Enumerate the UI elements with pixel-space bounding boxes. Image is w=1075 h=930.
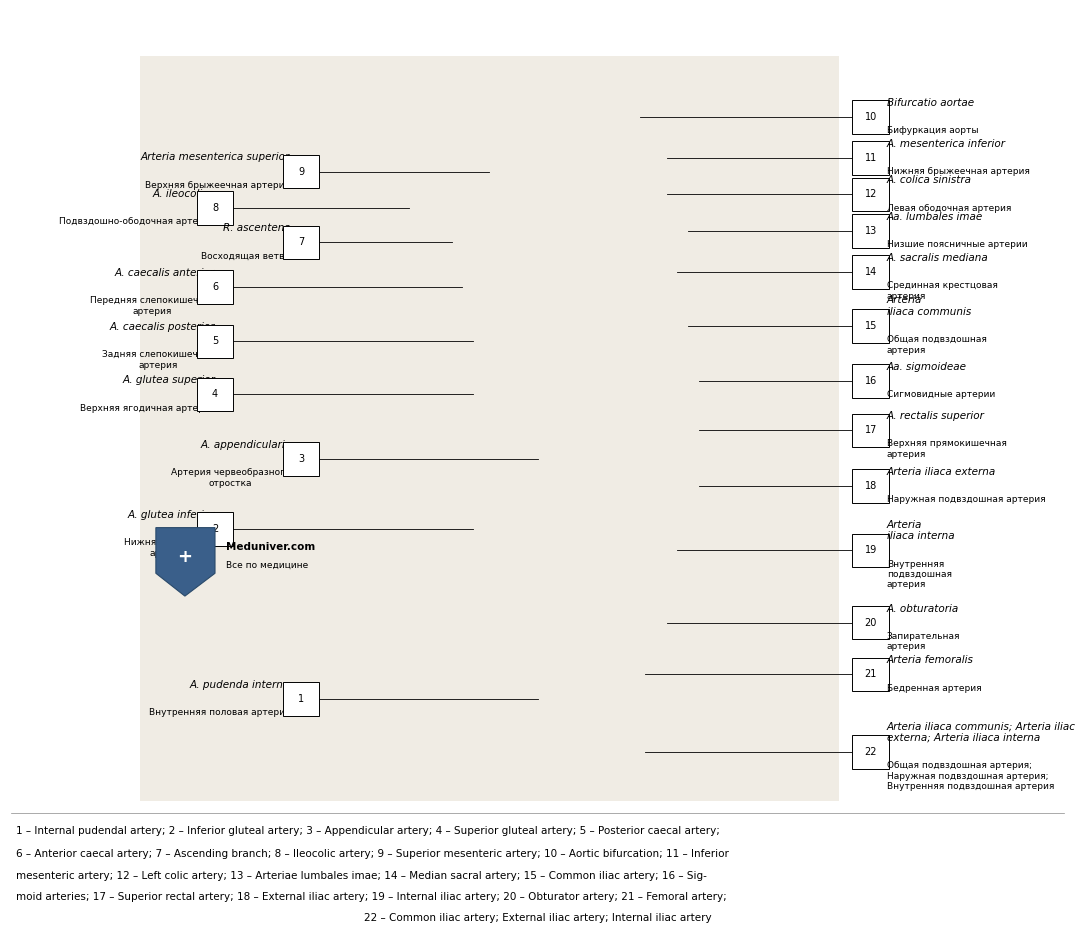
FancyBboxPatch shape [852, 178, 889, 211]
Text: Arteria mesenterica superior: Arteria mesenterica superior [141, 153, 290, 163]
Text: 6 – Anterior caecal artery; 7 – Ascending branch; 8 – Ileocolic artery; 9 – Supe: 6 – Anterior caecal artery; 7 – Ascendin… [16, 849, 729, 858]
Text: Верхняя ягодичная артерия: Верхняя ягодичная артерия [80, 404, 215, 413]
Text: Задняя слепокишечная
артерия: Задняя слепокишечная артерия [102, 351, 215, 370]
Text: 22: 22 [864, 747, 877, 757]
Text: Meduniver.com: Meduniver.com [226, 541, 315, 551]
Text: 16: 16 [864, 376, 877, 386]
FancyBboxPatch shape [852, 214, 889, 247]
Text: +: + [177, 548, 192, 565]
Text: Запирательная
артерия: Запирательная артерия [887, 631, 960, 651]
Text: Arteria femoralis: Arteria femoralis [887, 656, 974, 665]
Text: Верхняя брыжеечная артерия: Верхняя брыжеечная артерия [145, 180, 290, 190]
Text: Подвздошно-ободочная артерия: Подвздошно-ободочная артерия [59, 218, 215, 226]
FancyBboxPatch shape [852, 255, 889, 288]
FancyBboxPatch shape [852, 100, 889, 134]
FancyBboxPatch shape [283, 682, 319, 715]
Text: Восходящая ветвь: Восходящая ветвь [201, 251, 290, 260]
Text: 5: 5 [212, 337, 218, 346]
Text: A. ileocolica: A. ileocolica [153, 189, 215, 199]
Text: A. mesenterica inferior: A. mesenterica inferior [887, 139, 1006, 149]
Text: Артерия червеобразного
отростка: Артерия червеобразного отростка [171, 469, 290, 487]
Text: Aa. sigmoideae: Aa. sigmoideae [887, 362, 966, 372]
Text: Общая подвздошная артерия и ее ветви: Общая подвздошная артерия и ее ветви [226, 10, 849, 38]
FancyBboxPatch shape [852, 658, 889, 691]
FancyBboxPatch shape [852, 310, 889, 343]
Text: A. appendicularis: A. appendicularis [200, 440, 290, 450]
Text: Бедренная артерия: Бедренная артерия [887, 684, 981, 693]
Text: 21: 21 [864, 670, 877, 680]
FancyBboxPatch shape [283, 226, 319, 259]
Text: Bifurcatio aortae: Bifurcatio aortae [887, 98, 974, 108]
Text: Aa. lumbales imae: Aa. lumbales imae [887, 212, 984, 222]
FancyBboxPatch shape [852, 141, 889, 175]
Text: 2: 2 [212, 525, 218, 534]
FancyBboxPatch shape [197, 192, 233, 225]
Text: A. glutea inferior: A. glutea inferior [128, 510, 215, 520]
FancyBboxPatch shape [283, 155, 319, 189]
Text: A. sacralis mediana: A. sacralis mediana [887, 253, 989, 263]
FancyBboxPatch shape [852, 534, 889, 567]
FancyBboxPatch shape [852, 364, 889, 397]
Text: 7: 7 [298, 237, 304, 247]
Text: R. ascentens: R. ascentens [224, 223, 290, 233]
Text: 4: 4 [212, 390, 218, 400]
FancyBboxPatch shape [852, 414, 889, 447]
FancyBboxPatch shape [197, 512, 233, 546]
Text: A. obturatoria: A. obturatoria [887, 604, 959, 614]
Text: 3: 3 [298, 454, 304, 464]
FancyBboxPatch shape [197, 271, 233, 304]
FancyBboxPatch shape [852, 606, 889, 640]
Text: Все по медицине: Все по медицине [226, 561, 309, 570]
Text: A. colica sinistra: A. colica sinistra [887, 175, 972, 185]
Text: Верхняя прямокишечная
артерия: Верхняя прямокишечная артерия [887, 439, 1007, 458]
FancyBboxPatch shape [197, 378, 233, 411]
Text: Внутренняя
подвздошная
артерия: Внутренняя подвздошная артерия [887, 560, 951, 590]
Text: Arteria iliaca externa: Arteria iliaca externa [887, 467, 997, 477]
Text: 9: 9 [298, 166, 304, 177]
Text: 20: 20 [864, 618, 877, 628]
Text: Левая ободочная артерия: Левая ободочная артерия [887, 204, 1012, 213]
Text: 6: 6 [212, 282, 218, 292]
Text: Передняя слепокишечная
артерия: Передняя слепокишечная артерия [89, 297, 215, 316]
Text: Arteria iliaca communis; Arteria iliaca
externa; Arteria iliaca interna: Arteria iliaca communis; Arteria iliaca … [887, 722, 1075, 743]
Text: moid arteries; 17 – Superior rectal artery; 18 – External iliac artery; 19 – Int: moid arteries; 17 – Superior rectal arte… [16, 893, 727, 902]
Text: A. pudenda interna: A. pudenda interna [190, 680, 290, 690]
Text: Сигмовидные артерии: Сигмовидные артерии [887, 390, 995, 399]
Text: Общая подвздошная артерия;
Наружная подвздошная артерия;
Внутренняя подвздошная : Общая подвздошная артерия; Наружная подв… [887, 761, 1055, 791]
Polygon shape [156, 527, 215, 596]
Text: A. caecalis posterior: A. caecalis posterior [110, 322, 215, 332]
Text: A. caecalis anterior: A. caecalis anterior [115, 268, 215, 278]
Text: 1 – Internal pudendal artery; 2 – Inferior gluteal artery; 3 – Appendicular arte: 1 – Internal pudendal artery; 2 – Inferi… [16, 826, 720, 836]
Text: Нижняя ягодичная
артерия: Нижняя ягодичная артерия [124, 538, 215, 558]
Text: Arteria
iliaca interna: Arteria iliaca interna [887, 520, 955, 541]
Text: 13: 13 [864, 226, 877, 236]
Text: Внутренняя половая артерия: Внутренняя половая артерия [148, 708, 290, 717]
Text: 19: 19 [864, 546, 877, 555]
Text: 17: 17 [864, 425, 877, 435]
Text: 1: 1 [298, 694, 304, 704]
Text: 10: 10 [864, 112, 877, 122]
Text: 12: 12 [864, 190, 877, 199]
Text: Бифуркация аорты: Бифуркация аорты [887, 126, 978, 135]
Text: Срединная крестцовая
артерия: Срединная крестцовая артерия [887, 281, 998, 300]
FancyBboxPatch shape [852, 736, 889, 769]
Text: Общая подвздошная
артерия: Общая подвздошная артерия [887, 335, 987, 354]
FancyBboxPatch shape [852, 469, 889, 502]
FancyBboxPatch shape [197, 325, 233, 358]
Text: 8: 8 [212, 203, 218, 213]
Text: Arteria
iliaca communis: Arteria iliaca communis [887, 296, 971, 317]
Text: 11: 11 [864, 153, 877, 163]
Text: Наружная подвздошная артерия: Наружная подвздошная артерия [887, 495, 1046, 504]
Text: 18: 18 [864, 481, 877, 491]
Text: 14: 14 [864, 267, 877, 277]
Text: Нижняя брыжеечная артерия: Нижняя брыжеечная артерия [887, 167, 1030, 176]
FancyBboxPatch shape [140, 56, 838, 802]
Text: mesenteric artery; 12 – Left colic artery; 13 – Arteriae lumbales imae; 14 – Med: mesenteric artery; 12 – Left colic arter… [16, 870, 707, 881]
FancyBboxPatch shape [283, 443, 319, 476]
Text: 22 – Common iliac artery; External iliac artery; Internal iliac artery: 22 – Common iliac artery; External iliac… [363, 913, 712, 923]
Text: A. rectalis superior: A. rectalis superior [887, 411, 985, 421]
Text: 15: 15 [864, 321, 877, 331]
Text: A. glutea superior: A. glutea superior [123, 376, 215, 385]
Text: Низшие поясничные артерии: Низшие поясничные артерии [887, 240, 1028, 249]
